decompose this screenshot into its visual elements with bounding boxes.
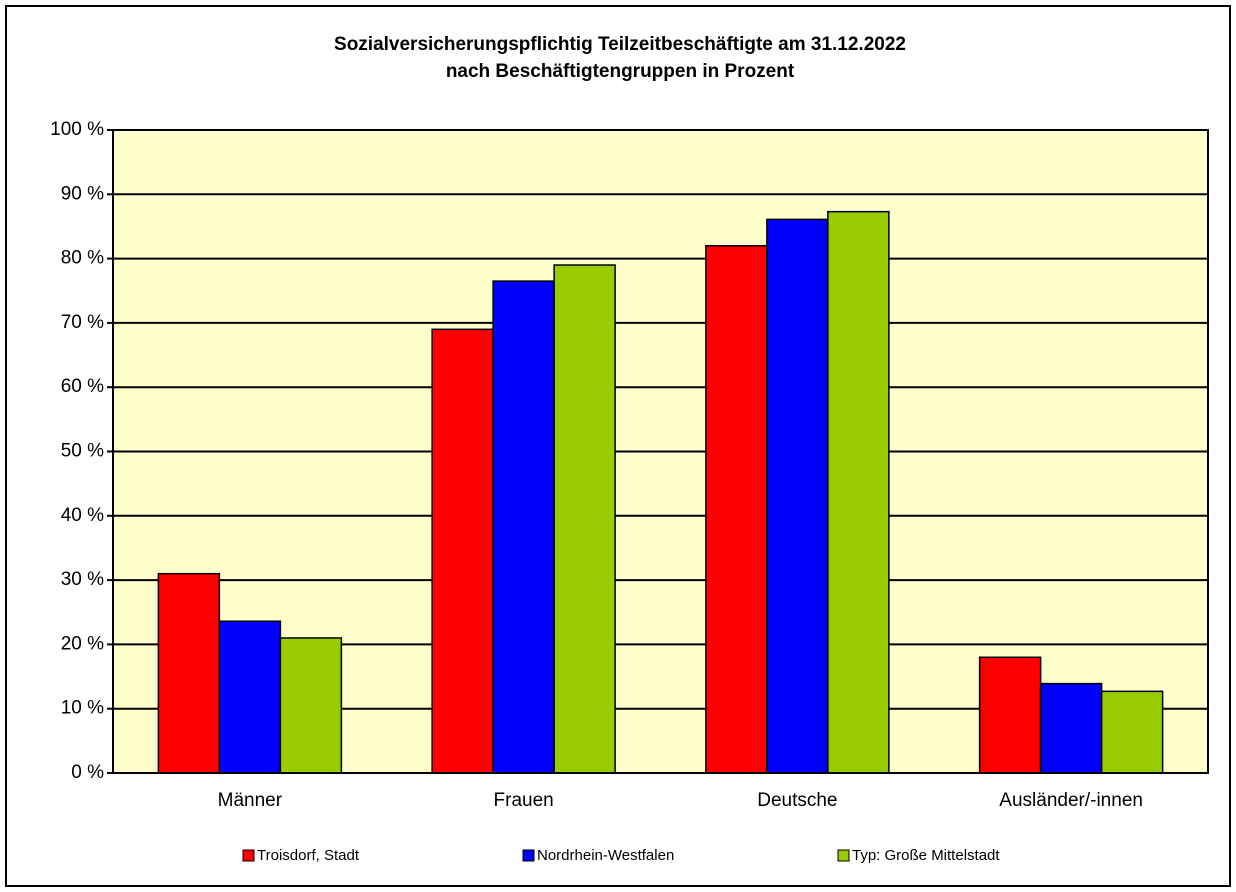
bar xyxy=(978,656,1042,774)
x-tick-label: Männer xyxy=(218,790,283,811)
legend-swatch xyxy=(242,849,255,862)
y-tick-label: 100 % xyxy=(50,119,104,140)
bar xyxy=(705,244,768,774)
legend-label: Nordrhein-Westfalen xyxy=(537,847,674,864)
bar xyxy=(218,620,282,774)
legend-swatch xyxy=(522,849,535,862)
y-tick-label: 30 % xyxy=(61,569,104,590)
bar xyxy=(1039,682,1103,774)
bar xyxy=(431,328,494,774)
y-tick-label: 80 % xyxy=(61,248,104,269)
legend-label: Troisdorf, Stadt xyxy=(257,847,360,864)
chart-title: Sozialversicherungspflichtig Teilzeitbes… xyxy=(334,34,906,55)
y-tick-label: 70 % xyxy=(61,312,104,333)
bar xyxy=(279,637,343,774)
bar xyxy=(1100,690,1164,774)
y-tick-label: 20 % xyxy=(61,633,104,654)
y-tick-label: 50 % xyxy=(61,441,104,462)
legend-swatch xyxy=(837,849,850,862)
bar xyxy=(492,280,555,774)
bar xyxy=(157,572,221,774)
chart-title: nach Beschäftigtengruppen in Prozent xyxy=(446,61,795,82)
y-tick-label: 10 % xyxy=(61,698,104,719)
x-tick-label: Frauen xyxy=(494,790,554,811)
bar xyxy=(766,218,829,774)
x-tick-label: Deutsche xyxy=(757,790,837,811)
y-tick-label: 90 % xyxy=(61,183,104,204)
y-tick-label: 40 % xyxy=(61,505,104,526)
plot-border xyxy=(112,129,1209,774)
legend-label: Typ: Große Mittelstadt xyxy=(852,847,1000,864)
y-tick-label: 0 % xyxy=(71,762,104,783)
bar xyxy=(827,210,890,774)
x-tick-label: Ausländer/-innen xyxy=(999,790,1143,811)
bar xyxy=(553,264,616,774)
y-tick-label: 60 % xyxy=(61,376,104,397)
